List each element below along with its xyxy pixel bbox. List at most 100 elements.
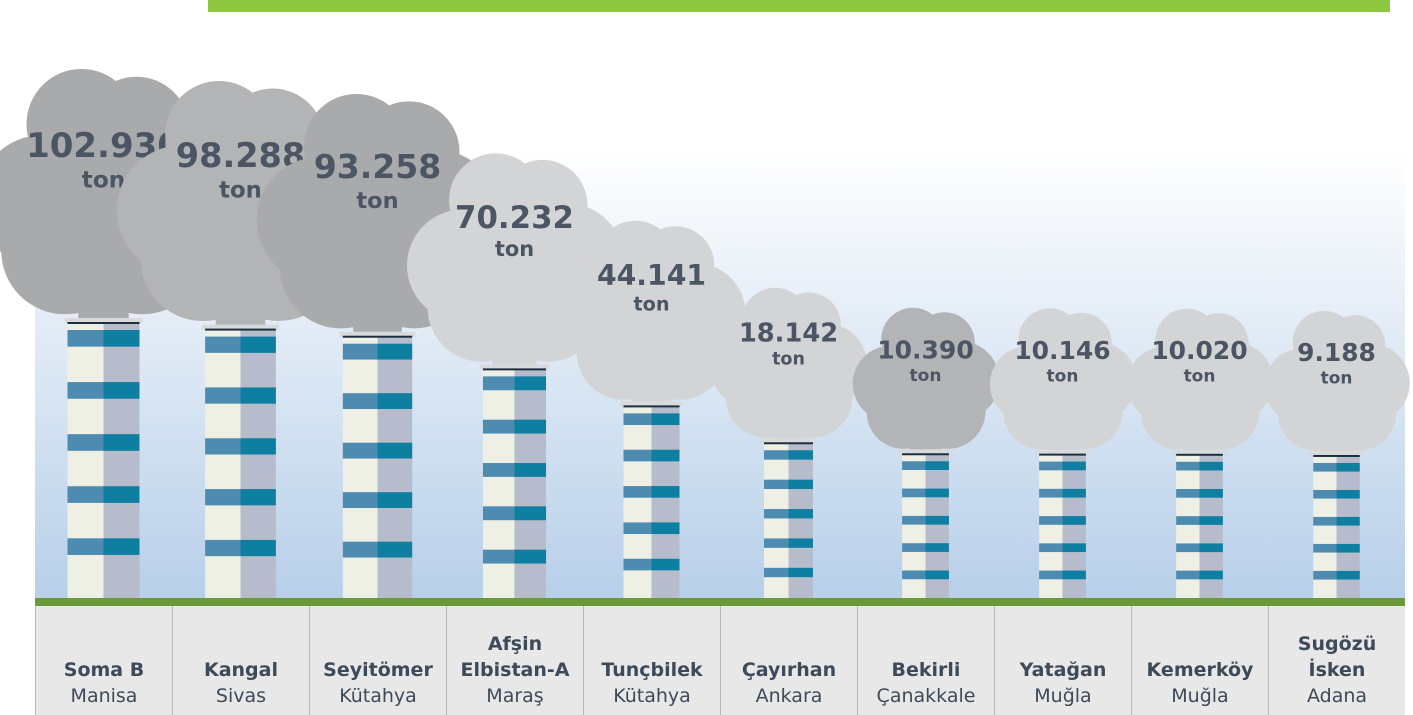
value-label: 10.146 [1014, 336, 1110, 365]
chimney-stripe [788, 450, 813, 460]
chimney-stripe [103, 486, 140, 503]
plant-location: Kütahya [613, 685, 691, 707]
chimney-stripe [764, 567, 789, 578]
cloud-puff [878, 348, 973, 444]
chimney-stripe [205, 387, 241, 404]
chimney-stripe [67, 330, 104, 347]
chimney-stripe [514, 463, 547, 477]
chimney-stripe [1313, 516, 1337, 526]
chimney-stripe [925, 570, 949, 580]
unit-label: ton [1184, 367, 1216, 387]
chimney-cap [899, 449, 952, 455]
chimney-cap-line [205, 328, 276, 331]
cloud-stem [492, 326, 537, 371]
chimney-stripe [514, 419, 547, 434]
chimney-stripe [482, 376, 515, 391]
chimney [761, 438, 816, 598]
chimney-stripe [377, 393, 413, 410]
chimney-stripe [240, 438, 276, 455]
value-label: 10.390 [877, 335, 973, 364]
chimney-cap [1036, 449, 1089, 455]
chimney-stripe [764, 450, 789, 460]
chimney-stripe [1199, 488, 1223, 498]
chimney-stripe [788, 538, 813, 548]
chimney-stripe [1313, 462, 1337, 472]
chimney-stripe [1199, 543, 1223, 553]
chimney-stripe [482, 506, 515, 521]
chimney-stripe [1176, 543, 1200, 553]
plant-name: Bekirli [891, 659, 961, 681]
chimney-stripe [788, 509, 813, 519]
chimney-stripe [377, 343, 413, 360]
chimney-cap-line [342, 335, 413, 338]
category-label: Sugözü İsken Adana [1268, 606, 1405, 715]
chimney-cap [64, 318, 143, 323]
unit-label: ton [910, 366, 942, 386]
chimney-cap-line [1313, 454, 1360, 457]
cloud-puff [776, 292, 841, 357]
chimney-stripe [67, 382, 104, 399]
chimney-stripe [1313, 570, 1337, 580]
chimney [339, 331, 416, 598]
chimney-stripe [103, 382, 140, 399]
chimney-stripe [67, 538, 104, 555]
cloud-puff [497, 159, 588, 250]
chimney-stripe [1039, 461, 1063, 471]
cloud-puff [1188, 313, 1249, 374]
chimney-cap [479, 364, 550, 370]
value-label: 18.142 [739, 319, 838, 349]
chimney-stripe [651, 486, 680, 498]
chimney-stripe [1039, 570, 1063, 580]
ground [35, 598, 1405, 606]
chimney-stripe [67, 434, 104, 451]
cloud-puff [591, 272, 712, 394]
chimney-stripe [651, 449, 680, 462]
chimney-stripe [103, 538, 140, 555]
chimney-stripe [1062, 488, 1086, 498]
chimney [1173, 449, 1226, 598]
plant-location: Ankara [755, 685, 823, 707]
chimney-stripe [651, 522, 680, 535]
unit-label: ton [82, 168, 125, 194]
chimney-stripe [377, 492, 413, 509]
cloud-puff [637, 226, 715, 304]
cloud-stem [78, 272, 129, 324]
chimney-stripe [205, 438, 241, 455]
category-label: Çayırhan Ankara [720, 606, 857, 715]
chimney-stripe [1176, 461, 1200, 471]
plant-name: Tunçbilek [601, 659, 703, 681]
plant-location: Manisa [70, 685, 138, 707]
chimney-cap-line [482, 368, 547, 371]
chimney-stripe [788, 567, 813, 578]
value-label: 9.188 [1297, 338, 1376, 367]
chimney-stripe [651, 558, 680, 571]
chimney-stripe [482, 463, 515, 477]
chimney [202, 324, 279, 598]
plant-location: Maraş [486, 685, 544, 707]
chimney-stripe [1062, 570, 1086, 580]
smoke-cloud [1264, 310, 1410, 457]
value-label: 93.258 [314, 147, 442, 186]
category-label: Yatağan Muğla [994, 606, 1131, 715]
cloud-puff [1051, 312, 1112, 374]
chimney-right [240, 328, 276, 598]
cloud-puff [1325, 315, 1386, 376]
chimney-cap [761, 438, 816, 444]
plant-location: Muğla [1034, 685, 1092, 707]
category-label: Afşin Elbistan-A Maraş [446, 606, 583, 715]
chimney-cap [202, 324, 279, 330]
chimney-stripe [377, 442, 413, 459]
chimney-stripe [342, 393, 378, 410]
plant-name: Çayırhan [741, 659, 837, 681]
cloud-puff [358, 101, 460, 203]
chimney-stripe [342, 343, 378, 360]
chimney-stripe [902, 543, 926, 552]
chimney-stripe [240, 489, 276, 506]
chimney [1310, 450, 1363, 598]
chimney-left [482, 368, 515, 598]
chimney-cap [1173, 449, 1226, 455]
category-label: Bekirli Çanakkale [857, 606, 994, 715]
chimney-cap [620, 401, 683, 407]
chimney-stripe [1336, 543, 1360, 553]
